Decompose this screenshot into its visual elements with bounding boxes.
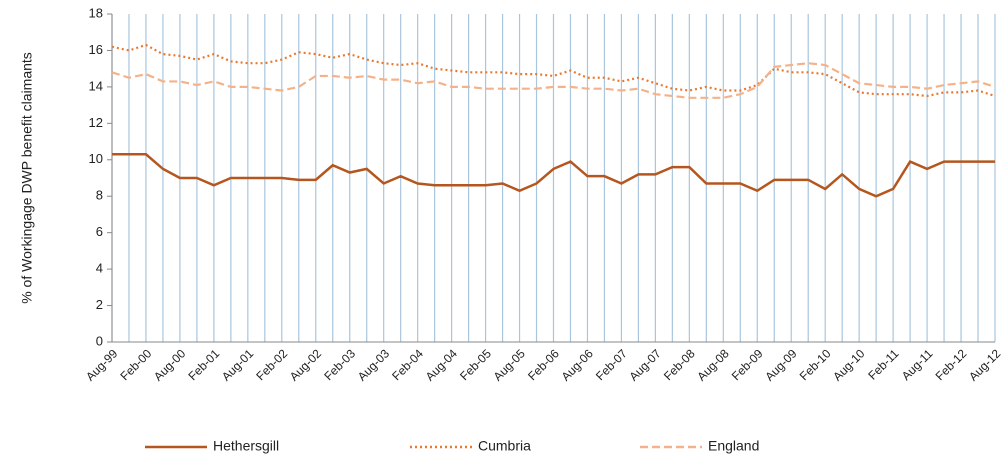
- x-tick-label: Aug-07: [626, 346, 663, 383]
- x-tick-label: Aug-04: [423, 346, 460, 383]
- x-tick-label: Aug-02: [287, 346, 324, 383]
- x-tick-label: Aug-11: [899, 346, 936, 383]
- y-tick-label: 2: [96, 297, 103, 312]
- x-tick-label: Aug-03: [355, 346, 392, 383]
- y-tick-label: 14: [89, 78, 103, 93]
- y-tick-label: 10: [89, 151, 103, 166]
- x-tick-label: Feb-01: [185, 346, 222, 383]
- x-tick-label: Aug-08: [694, 346, 731, 383]
- y-tick-label: 16: [89, 42, 103, 57]
- series-line: [112, 153, 995, 198]
- x-tick-label: Feb-05: [457, 346, 494, 383]
- x-tick-label: Feb-09: [729, 346, 766, 383]
- legend-label: Hethersgill: [213, 438, 279, 454]
- y-tick-label: 12: [89, 115, 103, 130]
- legend-label: Cumbria: [478, 438, 531, 454]
- x-tick-label: Feb-03: [321, 346, 358, 383]
- x-tick-label: Aug-06: [559, 346, 596, 383]
- x-tick-label: Aug-09: [762, 346, 799, 383]
- x-tick-label: Feb-10: [797, 346, 834, 383]
- legend-label: England: [708, 438, 759, 454]
- y-axis-label: % of Workingage DWP benefit claimants: [19, 52, 35, 304]
- y-tick-label: 0: [96, 333, 103, 348]
- x-tick-label: Feb-02: [253, 346, 290, 383]
- x-tick-label: Aug-10: [830, 346, 867, 383]
- y-tick-label: 6: [96, 224, 103, 239]
- x-tick-label: Feb-06: [525, 346, 562, 383]
- x-tick-label: Aug-01: [219, 346, 256, 383]
- x-tick-label: Feb-00: [118, 346, 155, 383]
- y-tick-label: 4: [96, 261, 103, 276]
- x-tick-label: Feb-12: [933, 346, 970, 383]
- y-tick-label: 18: [89, 5, 103, 20]
- x-tick-label: Aug-99: [83, 346, 120, 383]
- x-tick-label: Feb-04: [389, 346, 426, 383]
- x-tick-label: Aug-05: [491, 346, 528, 383]
- x-tick-label: Aug-00: [151, 346, 188, 383]
- y-tick-label: 8: [96, 188, 103, 203]
- x-tick-label: Feb-08: [661, 346, 698, 383]
- series-line: [111, 62, 996, 99]
- x-tick-label: Feb-07: [593, 346, 630, 383]
- x-tick-label: Aug-12: [966, 346, 1003, 383]
- x-tick-label: Feb-11: [865, 346, 901, 382]
